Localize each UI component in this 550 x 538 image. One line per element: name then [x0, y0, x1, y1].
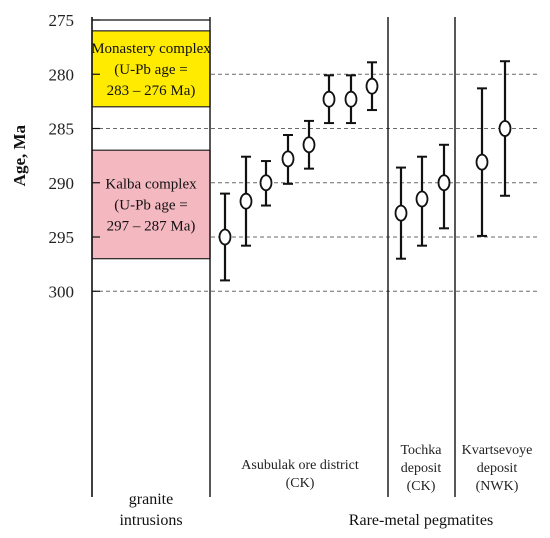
kvartsevoye-group-label: (NWK)	[476, 479, 519, 494]
data-point	[437, 174, 451, 192]
granite-intrusions-label: granite	[129, 491, 173, 508]
data-point	[394, 204, 408, 222]
monastery-box	[91, 30, 211, 108]
data-point	[344, 90, 358, 108]
tochka-group-label: deposit	[401, 461, 442, 476]
data-point	[218, 228, 232, 246]
kalba-box-label: Kalba complex	[105, 176, 197, 192]
data-point	[365, 77, 379, 95]
tochka-group-label: Tochka	[400, 443, 442, 458]
data-point	[415, 190, 429, 208]
y-tick-label: 290	[49, 174, 75, 193]
data-point	[259, 174, 273, 192]
asubulak-group-label: (CK)	[286, 476, 315, 491]
kvartsevoye-group-label: Kvartsevoye	[462, 443, 533, 458]
data-point	[302, 136, 316, 154]
y-axis-label: Age, Ma	[10, 124, 29, 186]
data-point	[239, 192, 253, 210]
granite-intrusions-label: intrusions	[119, 512, 182, 529]
y-tick-label: 300	[49, 282, 75, 301]
y-tick-label: 280	[49, 65, 75, 84]
y-tick-label: 295	[49, 228, 75, 247]
data-point	[498, 120, 512, 137]
y-axis-ticks: 275 280 285 290 295 300	[49, 11, 100, 301]
y-tick-label: 285	[49, 120, 75, 139]
data-point	[322, 90, 336, 108]
grid-lines	[92, 73, 540, 292]
chart-labels: Monastery complex (U-Pb age = 283 – 276 Ma…	[10, 41, 532, 529]
chart-frame	[91, 17, 456, 497]
tochka-group-label: (CK)	[407, 479, 436, 494]
kalba-box-label: 297 – 287 Ma)	[107, 218, 196, 234]
data-point	[475, 153, 489, 171]
y-tick-label: 275	[49, 11, 75, 30]
pegmatite-data-points	[218, 60, 512, 282]
monastery-box-label: (U-Pb age =	[114, 62, 187, 78]
asubulak-group-label: Asubulak ore district	[241, 458, 359, 473]
kvartsevoye-group-label: deposit	[477, 461, 518, 476]
monastery-box-label: Monastery complex	[91, 41, 211, 57]
monastery-box-label: 283 – 276 Ma)	[107, 83, 196, 99]
rare-metal-pegmatites-label: Rare-metal pegmatites	[349, 512, 493, 529]
data-point	[281, 150, 295, 168]
kalba-box-label: (U-Pb age =	[114, 197, 187, 213]
